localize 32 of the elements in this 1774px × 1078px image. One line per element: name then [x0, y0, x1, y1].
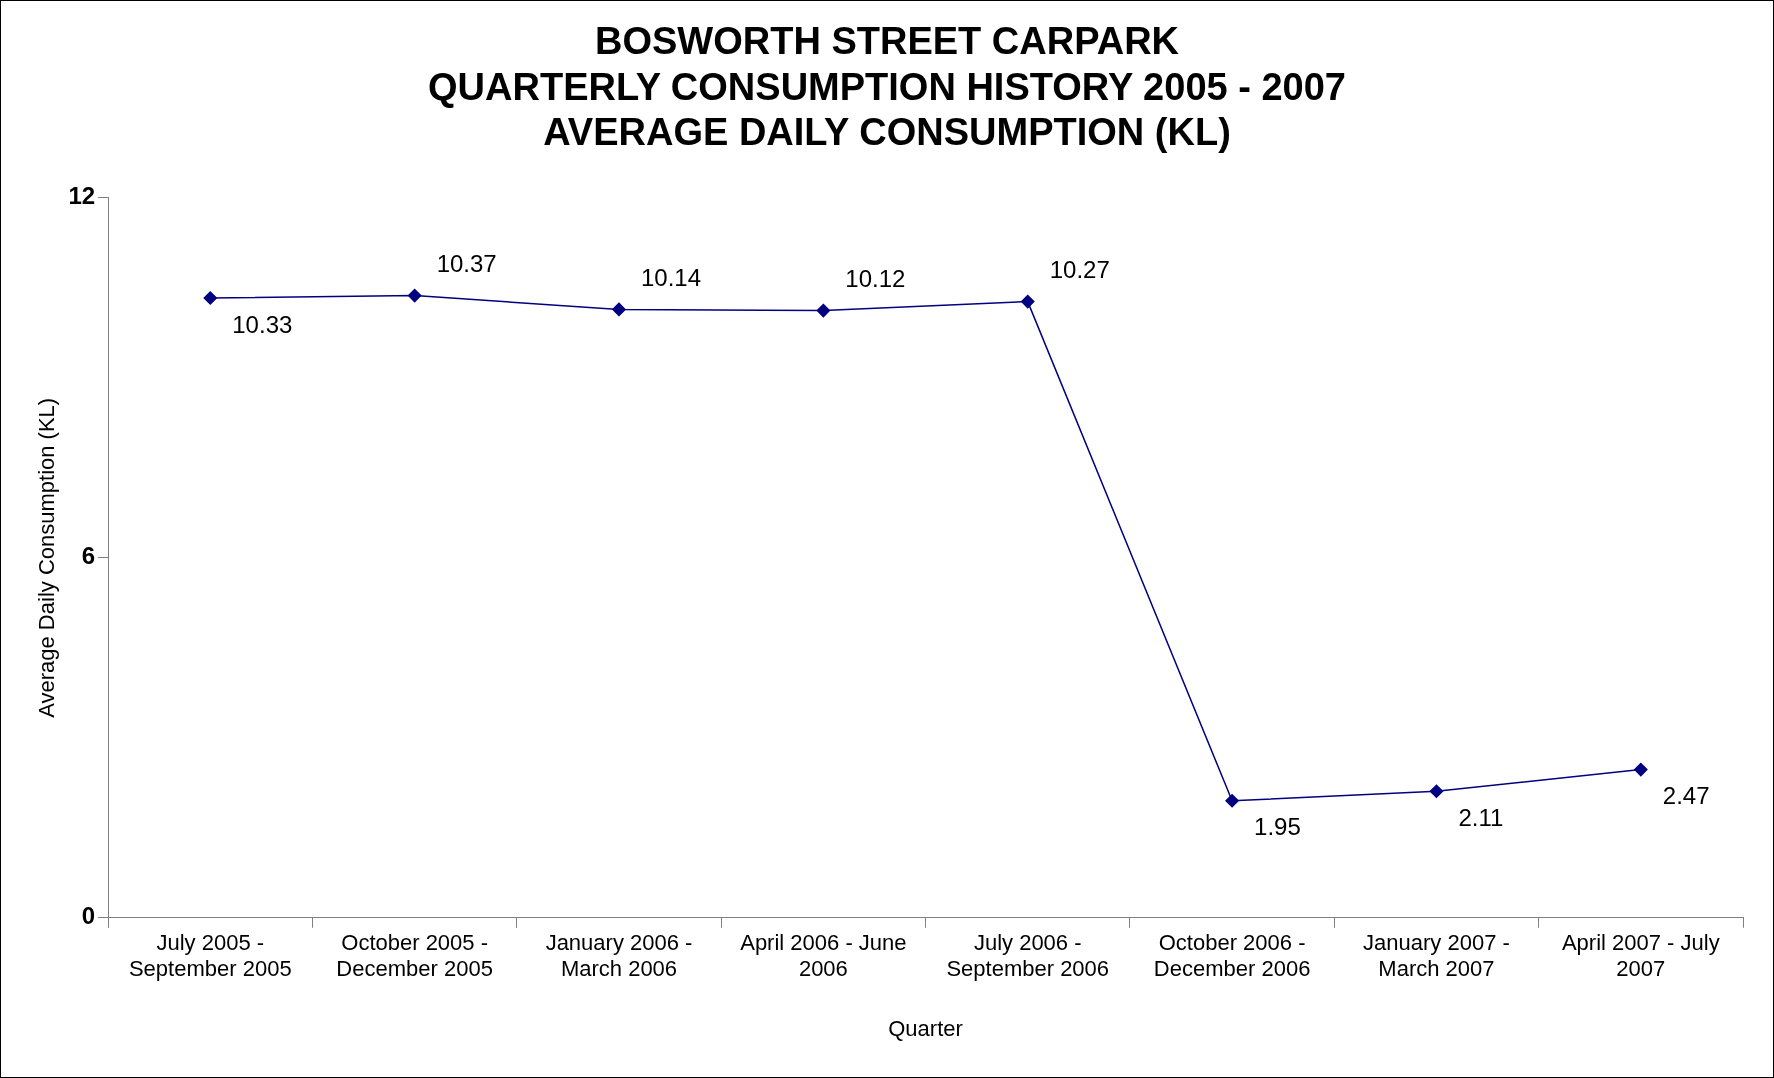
x-tick-label: April 2006 - June 2006 [740, 930, 907, 982]
x-tick-label: April 2007 - July 2007 [1561, 930, 1720, 982]
point [1429, 784, 1444, 798]
y-tick-label: 12 [68, 182, 96, 210]
x-tick-label: January 2006 - March 2006 [545, 930, 693, 982]
data-label: 2.11 [1458, 803, 1504, 831]
point [407, 288, 422, 303]
x-axis-title: Quarter [888, 1015, 963, 1041]
data-label: 2.47 [1662, 782, 1710, 810]
point [816, 303, 831, 318]
point [203, 291, 218, 305]
y-tick-label: 0 [81, 902, 96, 930]
text: BOSWORTH STREET CARPARK [594, 20, 1180, 63]
text: AVERAGE DAILY CONSUMPTION (KL) [543, 111, 1231, 154]
x-tick-label: July 2006 - September 2006 [946, 930, 1110, 982]
data-label: 10.12 [845, 265, 906, 293]
point [1020, 294, 1035, 309]
y-axis-title: Average Daily Consumption (KL) [34, 397, 60, 718]
point [1225, 794, 1239, 808]
data-label: 10.14 [641, 264, 702, 292]
data-label: 10.37 [436, 250, 497, 278]
x-tick-label: October 2006 - December 2006 [1153, 930, 1311, 982]
data-label: 10.33 [232, 310, 293, 338]
x-tick-label: January 2007 - March 2007 [1363, 930, 1510, 982]
data-label: 10.27 [1049, 256, 1110, 284]
point [1634, 762, 1648, 777]
y-tick-label: 6 [81, 542, 96, 570]
x-tick-label: October 2005 - December 2005 [336, 930, 493, 982]
x-tick-label: July 2005 - September 2005 [128, 930, 292, 982]
point [612, 302, 626, 317]
text: QUARTERLY CONSUMPTION HISTORY 2005 - 2007 [428, 65, 1346, 108]
data-label: 1.95 [1254, 813, 1301, 841]
